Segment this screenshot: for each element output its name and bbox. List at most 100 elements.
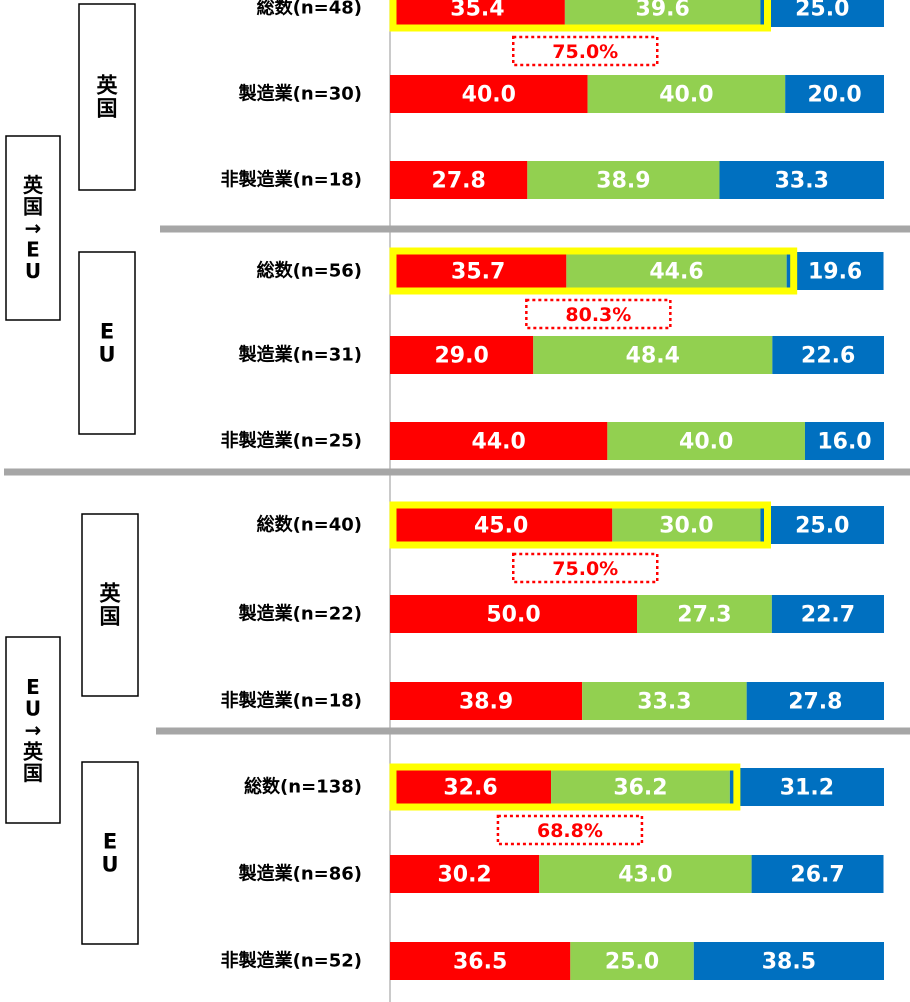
- row-label: 非製造業(n=52): [221, 950, 362, 972]
- region-label: 国: [100, 604, 121, 628]
- row-label: 非製造業(n=18): [221, 690, 362, 712]
- highlight-box: [389, 501, 771, 549]
- bar-segment-3: [785, 75, 884, 113]
- bar-segment-2: [612, 506, 761, 544]
- data-label: 38.9: [596, 169, 650, 194]
- data-label: 48.4: [626, 344, 680, 369]
- data-label: 38.9: [459, 690, 513, 715]
- bar-segment-2: [551, 768, 730, 806]
- bar-segment-1: [390, 768, 552, 806]
- data-label: 44.6: [649, 260, 703, 285]
- bar-segment-1: [390, 422, 608, 460]
- data-label: 20.0: [807, 83, 861, 108]
- highlight-box: [389, 763, 741, 811]
- bar-segment-3: [729, 768, 884, 806]
- region-label: 英: [97, 74, 119, 98]
- data-label: 36.2: [613, 776, 667, 801]
- row-label: 総数(n=56): [257, 260, 362, 282]
- data-label: 25.0: [795, 514, 849, 539]
- data-label: 30.0: [659, 514, 713, 539]
- combined-share-label: 75.0%: [552, 41, 618, 63]
- data-label: 30.2: [437, 863, 491, 888]
- data-label: 45.0: [474, 514, 528, 539]
- region-box: [81, 513, 139, 697]
- bar-segment-1: [390, 942, 571, 980]
- data-label: 27.3: [677, 603, 731, 628]
- data-label: 35.7: [451, 260, 505, 285]
- bar-segment-3: [772, 336, 884, 374]
- data-label: 25.0: [605, 950, 659, 975]
- combined-share-label: 68.8%: [537, 820, 603, 842]
- data-label: 29.0: [434, 344, 488, 369]
- direction-label: →: [25, 216, 42, 240]
- direction-label: U: [25, 259, 41, 283]
- data-label: 50.0: [486, 603, 540, 628]
- bar-segment-2: [570, 942, 694, 980]
- region-label: U: [98, 342, 115, 366]
- direction-label: 国: [23, 194, 43, 218]
- data-label: 44.0: [472, 430, 526, 455]
- row-label: 製造業(n=31): [238, 344, 362, 366]
- data-label: 38.5: [762, 950, 816, 975]
- bar-segment-3: [719, 161, 884, 199]
- data-label: 40.0: [462, 83, 516, 108]
- data-label: 31.2: [780, 776, 834, 801]
- bar-segment-2: [582, 682, 747, 720]
- bar-segment-2: [564, 0, 761, 27]
- bar-segment-3: [751, 855, 884, 893]
- bar-segment-2: [527, 161, 720, 199]
- data-label: 32.6: [443, 776, 497, 801]
- bar-segment-1: [390, 682, 583, 720]
- bar-segment-1: [390, 336, 534, 374]
- bar-segment-1: [390, 252, 567, 290]
- direction-label: 英: [23, 173, 44, 197]
- region-label: E: [100, 320, 114, 344]
- data-label: 40.0: [679, 430, 733, 455]
- direction-box: [5, 636, 61, 824]
- data-label: 16.0: [817, 430, 871, 455]
- bar-segment-2: [566, 252, 787, 290]
- data-label: 27.8: [432, 169, 486, 194]
- bar-segment-3: [760, 0, 884, 27]
- bar-segment-3: [786, 252, 884, 290]
- bar-segment-1: [390, 595, 637, 633]
- combined-share-callout: [525, 298, 672, 330]
- bar-segment-1: [390, 0, 565, 27]
- combined-share-label: 80.3%: [565, 304, 631, 326]
- direction-label: U: [25, 696, 41, 720]
- direction-label: E: [26, 238, 40, 262]
- row-label: 非製造業(n=25): [221, 430, 362, 452]
- bar-segment-1: [390, 161, 528, 199]
- bar-segment-3: [760, 506, 884, 544]
- highlight-box: [389, 247, 798, 295]
- bar-segment-3: [746, 682, 884, 720]
- combined-share-label: 75.0%: [552, 558, 618, 580]
- combined-share-callout: [496, 814, 644, 846]
- bar-segment-1: [390, 506, 613, 544]
- data-label: 25.0: [795, 0, 849, 22]
- direction-label: 英: [23, 740, 44, 764]
- data-label: 33.3: [775, 169, 829, 194]
- row-label: 製造業(n=30): [238, 83, 362, 105]
- data-label: 43.0: [618, 863, 672, 888]
- data-label: 26.7: [790, 863, 844, 888]
- row-label: 総数(n=48): [257, 0, 362, 19]
- row-label: 非製造業(n=18): [221, 169, 362, 191]
- data-label: 22.6: [801, 344, 855, 369]
- bar-segment-3: [804, 422, 884, 460]
- direction-box: [5, 135, 61, 321]
- region-box: [78, 251, 136, 435]
- direction-label: E: [26, 675, 40, 699]
- data-label: 19.6: [808, 260, 862, 285]
- bar-segment-3: [693, 942, 884, 980]
- bar-segment-1: [390, 855, 540, 893]
- bar-segment-2: [533, 336, 773, 374]
- region-box: [78, 3, 136, 191]
- data-label: 27.8: [788, 690, 842, 715]
- bar-segment-1: [390, 75, 588, 113]
- row-label: 総数(n=40): [257, 514, 362, 536]
- bar-segment-3: [771, 595, 884, 633]
- combined-share-callout: [512, 35, 659, 67]
- region-label: 英: [100, 582, 122, 606]
